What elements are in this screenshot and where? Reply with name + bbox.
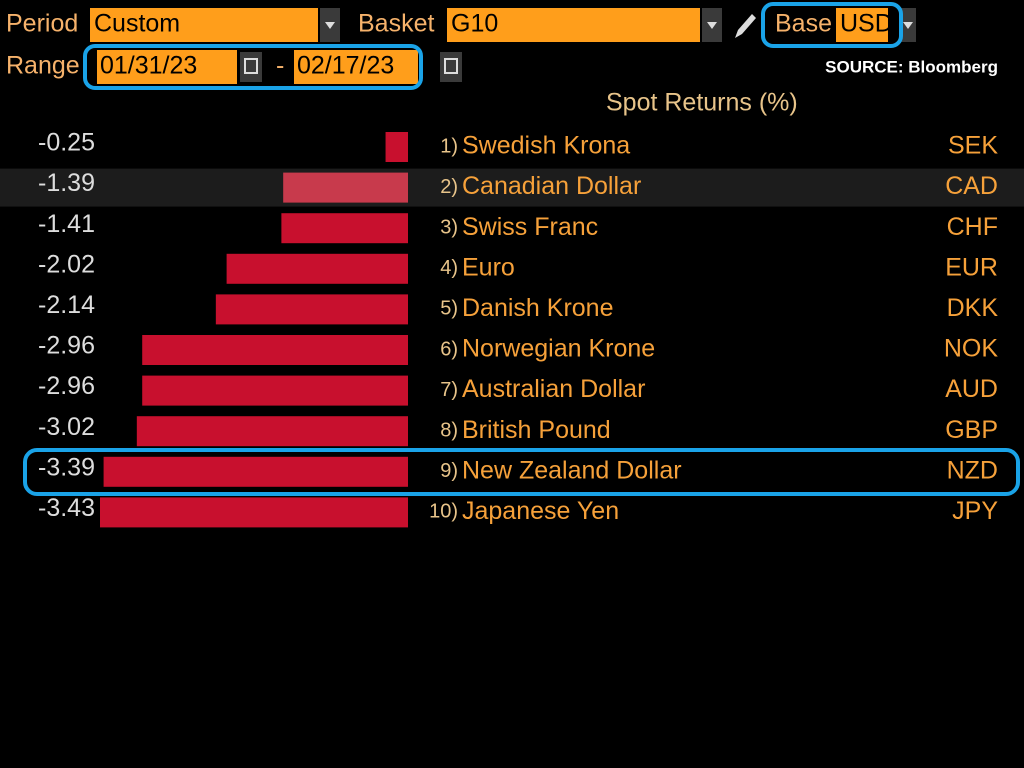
currency-code: DKK <box>947 294 999 322</box>
value-label: -2.14 <box>38 291 95 319</box>
calendar-button[interactable] <box>440 52 462 82</box>
bar <box>226 253 408 284</box>
calendar-button[interactable] <box>240 52 262 82</box>
value-label: -3.43 <box>38 494 95 522</box>
value-label: -2.96 <box>38 372 95 400</box>
value-label: -0.25 <box>38 129 95 157</box>
range-start[interactable]: 01/31/23 <box>100 52 197 80</box>
currency-code: GBP <box>945 416 998 444</box>
value-label: -2.96 <box>38 332 95 360</box>
rank: 6) <box>440 338 458 360</box>
rank: 10) <box>429 501 458 523</box>
rank: 1) <box>440 135 458 157</box>
value-label: -1.41 <box>38 210 95 238</box>
bar <box>281 213 408 244</box>
basket-value[interactable]: G10 <box>451 10 498 38</box>
dropdown-arrow <box>903 22 913 29</box>
dropdown-arrow <box>707 22 717 29</box>
source-note: SOURCE: Bloomberg <box>825 57 998 76</box>
highlight-box <box>23 448 1020 496</box>
currency-name: Norwegian Krone <box>462 335 655 363</box>
rank: 8) <box>440 419 458 441</box>
period-field[interactable] <box>90 8 318 42</box>
value-label: -2.02 <box>38 250 95 278</box>
calendar-icon <box>444 58 458 74</box>
range-end-field[interactable] <box>294 50 418 84</box>
basket-field[interactable] <box>447 8 700 42</box>
currency-name: British Pound <box>462 416 611 444</box>
period-label: Period <box>6 10 78 38</box>
currency-name: Swiss Franc <box>462 213 598 241</box>
base-label: Base <box>775 10 832 38</box>
rank: 7) <box>440 379 458 401</box>
rank: 9) <box>440 460 458 482</box>
bar <box>103 456 409 487</box>
highlight-box <box>83 44 423 90</box>
calendar-icon <box>244 58 258 74</box>
chart-title: Spot Returns (%) <box>606 89 798 117</box>
edit-icon[interactable] <box>735 14 756 38</box>
basket-label: Basket <box>358 10 434 38</box>
highlight-box <box>761 2 903 48</box>
range-label: Range <box>6 52 80 80</box>
base-field[interactable] <box>836 8 888 42</box>
base-value[interactable]: USD <box>840 10 893 38</box>
value-label: -3.02 <box>38 413 95 441</box>
bar <box>142 335 408 365</box>
currency-code: CHF <box>947 213 998 241</box>
rows: -0.25 1) Swedish Krona SEK -1.39 2) Canadian D… <box>0 129 1024 528</box>
currency-code: JPY <box>952 497 998 525</box>
currency-code: NZD <box>947 456 998 484</box>
dropdown-arrow <box>325 22 335 29</box>
bar <box>142 375 408 406</box>
bar <box>385 132 408 162</box>
currency-code: NOK <box>944 335 999 363</box>
rank: 3) <box>440 216 458 238</box>
rank: 5) <box>440 298 458 320</box>
range-separator: - <box>276 52 284 80</box>
currency-code: SEK <box>948 132 998 160</box>
rank: 4) <box>440 257 458 279</box>
currency-name: Canadian Dollar <box>462 172 641 200</box>
currency-name: Australian Dollar <box>462 375 645 403</box>
currency-name: Swedish Krona <box>462 132 630 160</box>
bar <box>215 294 408 325</box>
currency-name: Euro <box>462 253 515 281</box>
value-label: -1.39 <box>38 169 95 197</box>
period-value[interactable]: Custom <box>94 10 180 38</box>
currency-name: New Zealand Dollar <box>462 456 682 484</box>
currency-name: Japanese Yen <box>462 497 619 525</box>
range-start-field[interactable] <box>97 50 237 84</box>
currency-name: Danish Krone <box>462 294 613 322</box>
rank: 2) <box>440 176 458 198</box>
value-label: -3.39 <box>38 453 95 481</box>
row-highlight <box>0 168 1024 207</box>
currency-code: CAD <box>945 172 998 200</box>
bar <box>283 172 408 203</box>
currency-code: EUR <box>945 253 998 281</box>
range-end[interactable]: 02/17/23 <box>297 52 394 80</box>
bar <box>136 416 408 447</box>
bar <box>100 497 408 528</box>
currency-code: AUD <box>945 375 998 403</box>
